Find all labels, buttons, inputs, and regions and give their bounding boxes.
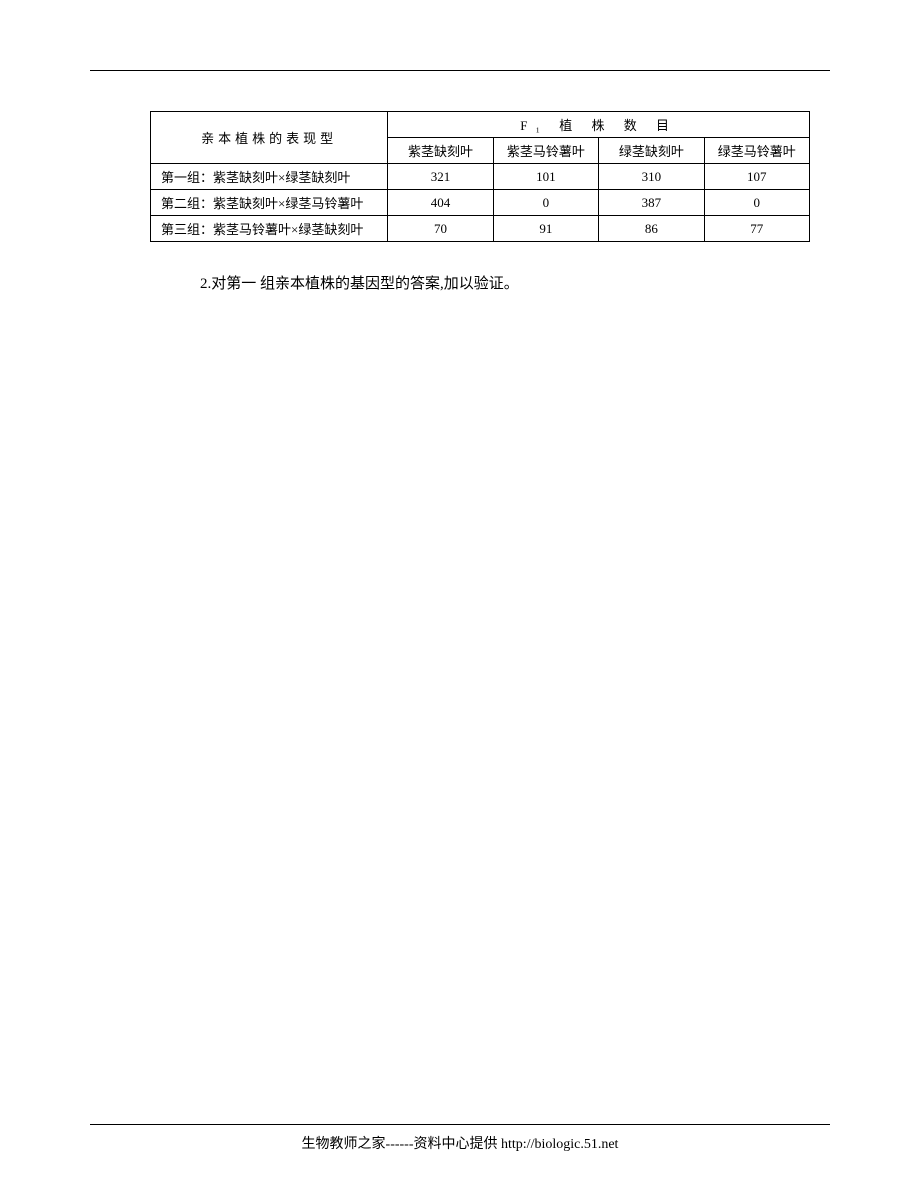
cell-value: 321 (388, 164, 493, 190)
cell-value: 387 (599, 190, 704, 216)
table-row: 第一组：紫茎缺刻叶×绿茎缺刻叶 321 101 310 107 (151, 164, 810, 190)
cell-value: 91 (493, 216, 598, 242)
top-horizontal-rule (90, 70, 830, 71)
row-label: 第一组：紫茎缺刻叶×绿茎缺刻叶 (151, 164, 388, 190)
table-row: 第二组：紫茎缺刻叶×绿茎马铃薯叶 404 0 387 0 (151, 190, 810, 216)
row-label: 第三组：紫茎马铃薯叶×绿茎缺刻叶 (151, 216, 388, 242)
cell-value: 101 (493, 164, 598, 190)
column-header: 绿茎马铃薯叶 (704, 138, 809, 164)
table-header-row-1: 亲本植株的表现型 F₁ 植 株 数 目 (151, 112, 810, 138)
row-label: 第二组：紫茎缺刻叶×绿茎马铃薯叶 (151, 190, 388, 216)
genetics-cross-table: 亲本植株的表现型 F₁ 植 株 数 目 紫茎缺刻叶 紫茎马铃薯叶 绿茎缺刻叶 绿… (150, 111, 810, 242)
footer-text: 生物教师之家------资料中心提供 (302, 1137, 501, 1152)
cell-value: 77 (704, 216, 809, 242)
header-f1-count: F₁ 植 株 数 目 (388, 112, 810, 138)
question-text: 2.对第一 组亲本植株的基因型的答案,加以验证。 (200, 272, 830, 293)
cell-value: 70 (388, 216, 493, 242)
table-row: 第三组：紫茎马铃薯叶×绿茎缺刻叶 70 91 86 77 (151, 216, 810, 242)
cell-value: 0 (704, 190, 809, 216)
cell-value: 0 (493, 190, 598, 216)
cell-value: 86 (599, 216, 704, 242)
footer-horizontal-rule (90, 1124, 830, 1125)
page-container: 亲本植株的表现型 F₁ 植 株 数 目 紫茎缺刻叶 紫茎马铃薯叶 绿茎缺刻叶 绿… (0, 0, 920, 293)
cell-value: 404 (388, 190, 493, 216)
footer-url: http://biologic.51.net (501, 1137, 618, 1152)
header-parent-phenotype: 亲本植株的表现型 (151, 112, 388, 164)
column-header: 紫茎缺刻叶 (388, 138, 493, 164)
genetics-table-wrapper: 亲本植株的表现型 F₁ 植 株 数 目 紫茎缺刻叶 紫茎马铃薯叶 绿茎缺刻叶 绿… (150, 111, 810, 242)
column-header: 绿茎缺刻叶 (599, 138, 704, 164)
page-footer: 生物教师之家------资料中心提供 http://biologic.51.ne… (0, 1124, 920, 1153)
cell-value: 107 (704, 164, 809, 190)
column-header: 紫茎马铃薯叶 (493, 138, 598, 164)
cell-value: 310 (599, 164, 704, 190)
